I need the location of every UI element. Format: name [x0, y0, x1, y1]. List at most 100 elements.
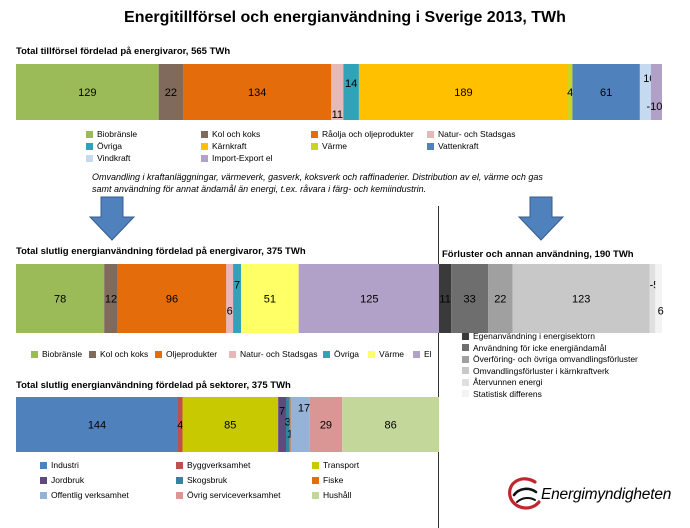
supply-bar-karnkraft	[358, 64, 568, 120]
legend-swatch	[368, 350, 375, 358]
sectors-label-transport: 85	[224, 420, 236, 432]
losses-legend-overforing-och-ovriga-omvandlingsforluster: Överföring- och övriga omvandlingsförlus…	[462, 354, 638, 364]
legend-label: Offentlig verksamhet	[51, 490, 129, 500]
final_use-bar-ovriga	[233, 264, 241, 333]
losses-legend-atervunnen-energi: Återvunnen energi	[462, 377, 542, 387]
legend-swatch	[176, 491, 183, 499]
sectors-bar-fiske	[289, 397, 291, 452]
final_use-legend-el: El	[413, 349, 432, 359]
losses-label-egenanvandning-i-energisektorn: 11	[439, 294, 450, 306]
supply-label-import-export-el: -10	[647, 101, 663, 113]
conversion-note: Omvandling i kraftanläggningar, värmever…	[92, 172, 543, 194]
final_use-legend-oljeprodukter: Oljeprodukter	[155, 349, 217, 359]
final_use-bar-el	[298, 264, 440, 333]
supply-bar-ovriga	[343, 64, 359, 120]
legend-label: Återvunnen energi	[473, 377, 543, 387]
sectors-label-ovrig-serviceverksamhet: 29	[320, 420, 332, 432]
losses-label-atervunnen-energi: -5	[650, 280, 660, 292]
legend-label: Import-Export el	[212, 153, 273, 163]
legend-label: Oljeprodukter	[166, 349, 218, 359]
supply-label-vattenkraft: 61	[600, 87, 612, 99]
final_use-legend-ovriga: Övriga	[323, 349, 359, 359]
supply-bar-vindkraft	[639, 64, 651, 120]
supply-legend-natur-och-stadsgas: Natur- och Stadsgas	[427, 129, 515, 139]
sectors-legend-industri: Industri	[40, 460, 79, 470]
supply-legend-import-export-el: Import-Export el	[201, 153, 272, 163]
sectors-label-jordbruk: 7	[279, 406, 285, 418]
supply-legend-karnkraft: Kärnkraft	[201, 141, 247, 151]
final_use-bar-biobransle	[16, 264, 105, 333]
supply-chart-title: Total tillförsel fördelad på energivaror…	[16, 46, 231, 57]
legend-label: Överföring- och övriga omvandlingsförlus…	[473, 354, 638, 364]
final_use-bar-natur-och-stadsgas	[226, 264, 234, 333]
final_use-label-ovriga: 7	[234, 280, 240, 292]
legend-label: Värme	[379, 349, 405, 359]
legend-swatch	[312, 491, 319, 499]
losses-bar-overforing-och-ovriga-omvandlingsforluster	[488, 264, 513, 333]
legend-swatch	[311, 142, 318, 150]
legend-swatch	[427, 130, 434, 138]
legend-swatch	[86, 154, 93, 162]
legend-label: Natur- och Stadsgas	[438, 129, 516, 139]
supply-bar-raolja-och-oljeprodukter	[183, 64, 332, 120]
supply-bar-vattenkraft	[572, 64, 640, 120]
final_use-bar-oljeprodukter	[117, 264, 227, 333]
supply-label-karnkraft: 189	[454, 87, 472, 99]
legend-label: Kol och koks	[100, 349, 149, 359]
legend-label: Byggverksamhet	[187, 460, 251, 470]
supply-bar-kol-och-koks	[158, 64, 184, 120]
supply-bar-varme	[567, 64, 573, 120]
losses-legend-egenanvandning-i-energisektorn: Egenanvändning i energisektorn	[462, 331, 595, 341]
final_use-label-kol-och-koks: 12	[105, 294, 117, 306]
section-divider	[438, 206, 439, 528]
supply-label-natur-och-stadsgas: 11	[332, 109, 343, 121]
supply-label-biobransle: 129	[78, 87, 96, 99]
legend-label: Vattenkraft	[438, 141, 479, 151]
legend-label: Kol och koks	[212, 129, 261, 139]
legend-label: Industri	[51, 460, 79, 470]
legend-swatch	[176, 476, 183, 484]
legend-swatch	[427, 142, 434, 150]
sectors-bar-industri	[16, 397, 178, 452]
sectors-legend-byggverksamhet: Byggverksamhet	[176, 460, 250, 470]
legend-swatch	[86, 130, 93, 138]
sectors-label-hushall: 86	[385, 420, 397, 432]
sectors-label-skogsbruk: 3	[285, 417, 291, 429]
legend-label: Hushåll	[323, 490, 352, 500]
supply-legend-biobransle: Biobränsle	[86, 129, 137, 139]
legend-label: Transport	[323, 460, 360, 470]
losses-bar-atervunnen-energi	[649, 264, 656, 333]
sectors-bar-byggverksamhet	[178, 397, 183, 452]
losses-label-anvandning-for-icke-energiandamal: 33	[464, 294, 476, 306]
sectors-label-fiske: 1	[287, 429, 293, 441]
legend-label: Övrig serviceverksamhet	[187, 490, 281, 500]
legend-label: Kärnkraft	[212, 141, 247, 151]
legend-swatch	[31, 350, 38, 358]
supply-label-kol-och-koks: 22	[165, 87, 177, 99]
legend-swatch	[40, 491, 47, 499]
legend-swatch	[312, 476, 319, 484]
losses-legend-anvandning-for-icke-energiandamal: Användning för icke energiändamål	[462, 343, 606, 353]
legend-swatch	[201, 142, 208, 150]
final_use-label-oljeprodukter: 96	[166, 294, 178, 306]
legend-swatch	[462, 378, 469, 386]
supply-legend-vattenkraft: Vattenkraft	[427, 141, 478, 151]
final_use-legend-kol-och-koks: Kol och koks	[89, 349, 148, 359]
legend-label: Biobränsle	[97, 129, 138, 139]
final_use-label-varme: 51	[264, 294, 276, 306]
legend-label: Användning för icke energiändamål	[473, 342, 607, 353]
legend-label: Övriga	[97, 141, 123, 151]
sectors-legend-hushall: Hushåll	[312, 490, 351, 500]
losses-bar-statistisk-differens	[655, 264, 662, 333]
sectors-bar-hushall	[342, 397, 439, 452]
sectors-legend-ovrig-serviceverksamhet: Övrig serviceverksamhet	[176, 490, 281, 500]
legend-swatch	[201, 154, 208, 162]
legend-label: Råolja och oljeprodukter	[322, 129, 414, 139]
supply-legend-raolja-och-oljeprodukter: Råolja och oljeprodukter	[311, 129, 414, 139]
legend-swatch	[462, 355, 469, 363]
final_use-label-el: 125	[360, 294, 378, 306]
supply-legend-kol-och-koks: Kol och koks	[201, 129, 260, 139]
supply-label-ovriga: 14	[345, 78, 357, 90]
sectors-bar-transport	[182, 397, 279, 452]
